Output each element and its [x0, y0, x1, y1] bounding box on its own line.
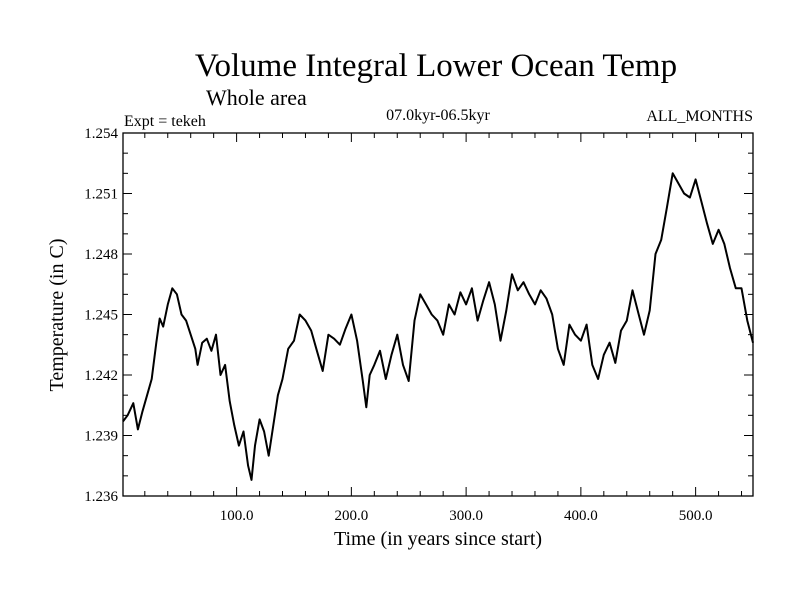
y-axis-label: Temperature (in C): [46, 239, 68, 392]
x-tick-label: 500.0: [679, 508, 713, 524]
experiment-label: Expt = tekeh: [124, 113, 206, 130]
y-tick-label: 1.245: [84, 308, 118, 324]
series-layer: [122, 172, 754, 481]
x-axis-label: Time (in years since start): [334, 528, 542, 550]
ticks-layer: 100.0 200.0 300.0 400.0 500.0 1.236 1.239 1.242…: [84, 126, 753, 524]
y-tick-label: 1.248: [84, 247, 118, 263]
x-tick-label: 200.0: [334, 508, 368, 524]
x-tick-label: 100.0: [220, 508, 254, 524]
y-tick-label: 1.236: [84, 489, 118, 505]
plot-frame: [122, 132, 754, 497]
axes-layer: [122, 132, 754, 497]
y-tick-label: 1.242: [84, 368, 118, 384]
x-tick-label: 300.0: [449, 508, 483, 524]
y-tick-label: 1.239: [84, 429, 118, 445]
y-tick-label: 1.254: [84, 126, 118, 142]
time-range-label: 07.0kyr-06.5kyr: [386, 107, 490, 124]
y-tick-label: 1.251: [84, 187, 118, 203]
months-label: ALL_MONTHS: [646, 108, 753, 125]
chart-subtitle: Whole area: [206, 85, 307, 110]
x-tick-label: 400.0: [564, 508, 598, 524]
series-line: [122, 172, 754, 481]
chart-title: Volume Integral Lower Ocean Temp: [195, 48, 677, 84]
